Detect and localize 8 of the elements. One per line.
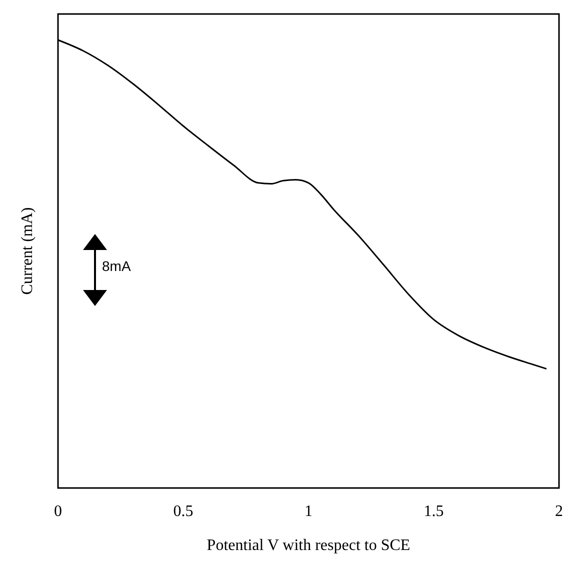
x-tick-label: 2 <box>555 503 563 520</box>
x-tick-label: 1.5 <box>424 503 444 520</box>
x-tick-label: 1 <box>304 503 312 520</box>
annotation: 8mA <box>102 258 132 274</box>
y-axis-title: Current (mA) <box>19 207 36 295</box>
x-tick-label: 0.5 <box>173 503 194 520</box>
x-tick-label: 0 <box>54 503 62 520</box>
x-axis-title: Potential V with respect to SCE <box>206 537 410 554</box>
